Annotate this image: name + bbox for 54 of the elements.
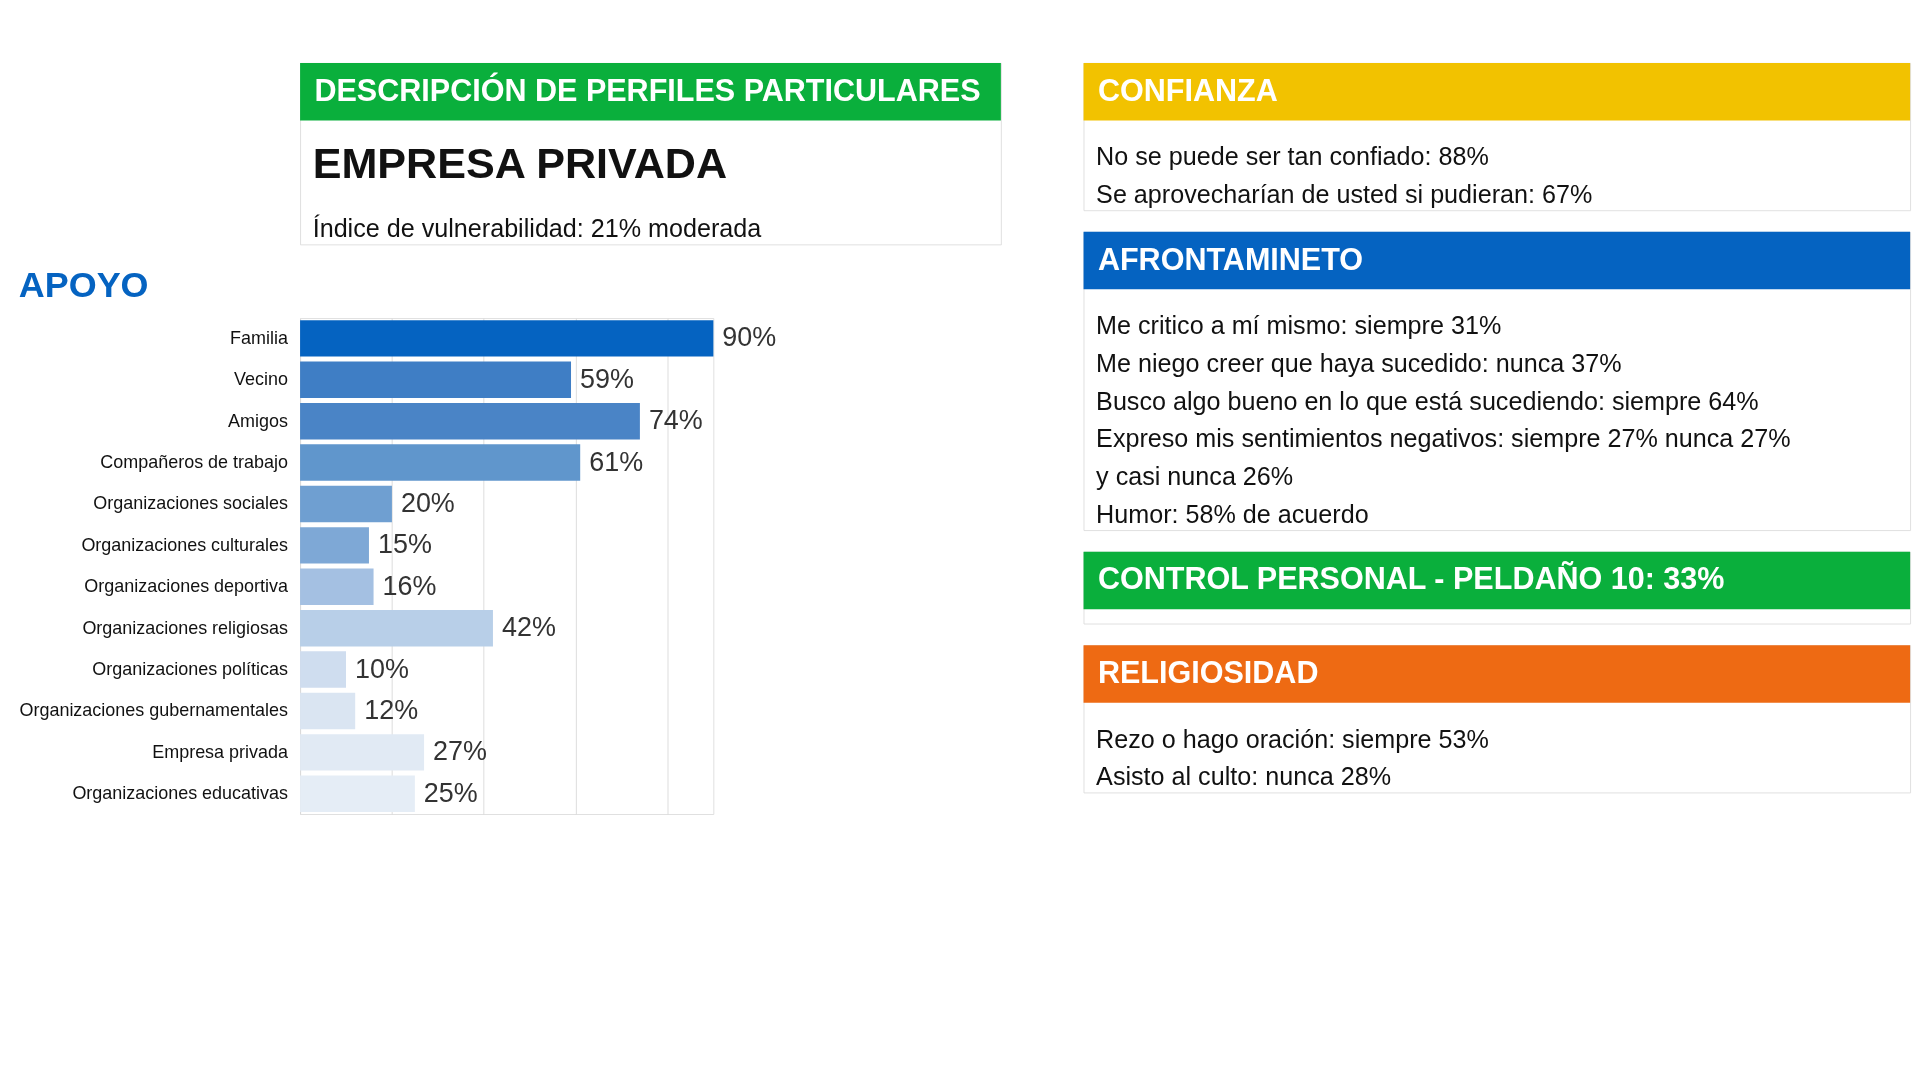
y-tick-label: Familia <box>230 327 288 348</box>
text: Humor: 58% de acuerdo <box>1096 499 1369 528</box>
text: Me critico a mí mismo: siempre 31% <box>1096 311 1502 340</box>
bar <box>300 609 493 647</box>
bar <box>300 444 581 481</box>
data-label: 61% <box>589 446 644 477</box>
text: DESCRIPCIÓN DE PERFILES PARTICULARES <box>314 71 981 107</box>
data-label: 15% <box>377 529 432 560</box>
bar <box>300 361 572 398</box>
text: EMPRESA PRIVADA <box>312 138 728 187</box>
y-tick-label: Vecino <box>234 369 288 390</box>
data-label: 74% <box>648 405 703 436</box>
y-tick-label: Compañeros de trabajo <box>100 451 288 472</box>
bar <box>300 775 415 812</box>
data-label: 90% <box>722 322 777 353</box>
bar <box>300 320 714 357</box>
y-tick-label: Organizaciones políticas <box>92 658 288 679</box>
bar <box>300 692 356 730</box>
y-tick-label: Organizaciones educativas <box>72 783 288 804</box>
y-tick-label: Organizaciones deportiva <box>84 576 288 597</box>
bar <box>300 402 640 440</box>
data-label: 42% <box>501 612 556 643</box>
chart-title: APOYO <box>18 263 149 305</box>
text: Me niego creer que haya sucedido: nunca 37% <box>1096 349 1622 378</box>
text: Se aprovecharían de usted si pudieran: 67% <box>1096 180 1593 209</box>
data-label: 16% <box>382 570 437 601</box>
text: y casi nunca 26% <box>1096 462 1294 491</box>
data-label: 10% <box>354 653 409 684</box>
text: No se puede ser tan confiado: 88% <box>1096 142 1489 171</box>
text: RELIGIOSIDAD <box>1097 654 1319 689</box>
bar <box>300 734 425 771</box>
text: Rezo o hago oración: siempre 53% <box>1096 724 1489 753</box>
data-label: 27% <box>433 736 487 767</box>
text: CONTROL PERSONAL - PELDAÑO 10: 33% <box>1097 561 1725 596</box>
bar <box>300 568 374 605</box>
text: Busco algo bueno en lo que está sucediendo: siempre 64% <box>1096 386 1759 415</box>
bar <box>300 485 392 523</box>
y-tick-label: Organizaciones gubernamentales <box>19 700 288 721</box>
y-tick-label: Empresa privada <box>152 741 288 762</box>
text: AFRONTAMINETO <box>1097 241 1364 276</box>
data-label: 12% <box>364 695 419 726</box>
data-label: 25% <box>423 777 478 808</box>
data-label: 59% <box>580 363 634 394</box>
text: Asisto al culto: nunca 28% <box>1096 762 1391 791</box>
bar <box>300 651 347 688</box>
text: Expreso mis sentimientos negativos: siempre 27% nunca 27% <box>1096 424 1791 453</box>
bar <box>300 527 369 564</box>
text: CONFIANZA <box>1097 72 1278 107</box>
y-tick-label: Amigos <box>228 410 288 431</box>
text: Índice de vulnerabilidad: 21% moderada <box>312 214 762 243</box>
y-tick-label: Organizaciones sociales <box>93 493 288 514</box>
data-label: 20% <box>400 488 455 519</box>
y-tick-label: Organizaciones culturales <box>81 534 288 555</box>
y-tick-label: Organizaciones religiosas <box>82 617 288 638</box>
